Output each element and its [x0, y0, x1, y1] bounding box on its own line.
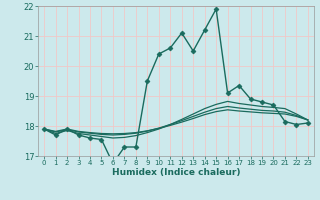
X-axis label: Humidex (Indice chaleur): Humidex (Indice chaleur): [112, 168, 240, 177]
